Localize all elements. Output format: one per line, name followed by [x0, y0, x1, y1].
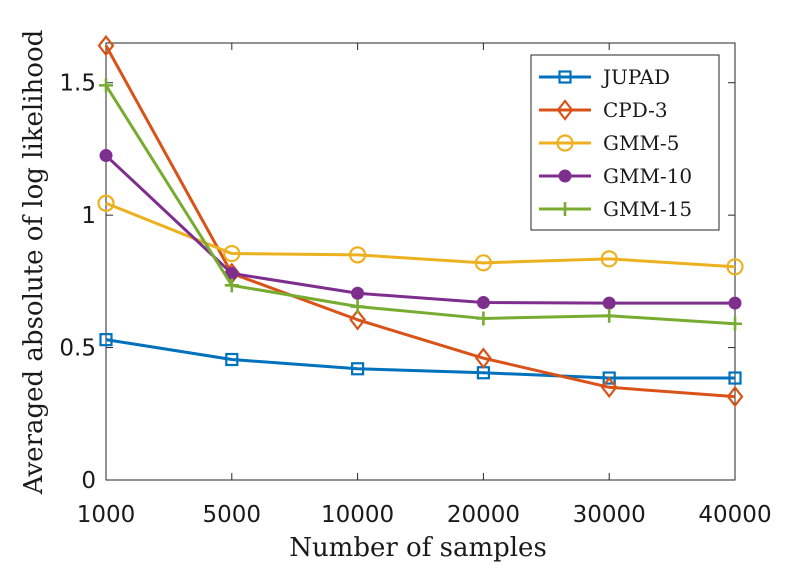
data-point-gmm-15 [99, 78, 113, 93]
data-point-jupad [351, 362, 365, 376]
x-tick-label: 30000 [573, 502, 646, 528]
data-point-cpd-3 [97, 34, 115, 57]
data-point-jupad [602, 371, 616, 385]
data-point-gmm-5 [600, 250, 618, 268]
data-point-gmm-15 [476, 311, 491, 326]
legend-marker-jupad [558, 70, 572, 84]
series-cpd-3 [97, 34, 744, 408]
legend-marker-gmm-15 [558, 202, 572, 216]
series-line-jupad [105, 338, 735, 380]
legend-label-jupad: JUPAD [601, 65, 670, 89]
y-tick-label: 1 [81, 203, 96, 229]
data-point-jupad [728, 371, 742, 385]
data-point-gmm-10 [351, 286, 365, 300]
x-tick-label: 20000 [447, 502, 520, 528]
data-point-gmm-10 [602, 296, 616, 310]
data-point-gmm-10 [476, 296, 490, 310]
data-point-cpd-3 [349, 308, 366, 331]
legend-label-gmm-10: GMM-10 [603, 164, 692, 188]
data-point-cpd-3 [475, 347, 492, 369]
data-point-gmm-15 [602, 308, 617, 323]
data-point-jupad [99, 333, 113, 347]
data-point-gmm-10 [728, 296, 742, 310]
data-point-gmm-15 [728, 316, 742, 331]
data-point-gmm-5 [223, 244, 241, 263]
data-point-gmm-5 [474, 254, 492, 272]
x-axis-label: Number of samples [289, 533, 547, 563]
y-tick-label: 0 [81, 468, 96, 494]
data-point-gmm-15 [224, 278, 239, 293]
series-line-gmm-5 [105, 201, 736, 269]
data-point-cpd-3 [726, 385, 744, 408]
x-tick-label: 40000 [698, 502, 771, 528]
x-tick-label: 1000 [77, 502, 136, 528]
series-line-gmm-15 [104, 84, 736, 326]
series-gmm-5 [97, 194, 744, 276]
legend-marker-gmm-10 [558, 169, 572, 183]
y-axis-label: Averaged absolute of log likelihood [19, 30, 49, 495]
legend-label-gmm-15: GMM-15 [603, 197, 692, 221]
data-point-cpd-3 [600, 376, 618, 399]
x-tick-label: 10000 [321, 502, 394, 528]
data-point-gmm-15 [350, 299, 365, 314]
x-tick-label: 5000 [203, 502, 262, 528]
series-gmm-15 [99, 78, 742, 331]
series-line-cpd-3 [104, 44, 736, 399]
data-point-gmm-5 [97, 194, 115, 212]
y-tick-label: 0.5 [59, 336, 96, 362]
data-point-gmm-5 [726, 258, 744, 276]
legend-label-cpd-3: CPD-3 [603, 98, 668, 122]
data-point-jupad [225, 352, 239, 367]
data-point-gmm-10 [99, 149, 113, 163]
legend-marker-cpd-3 [556, 99, 574, 121]
legend-marker-gmm-5 [556, 134, 574, 152]
legend-label-gmm-5: GMM-5 [603, 131, 679, 155]
y-tick-label: 1.5 [59, 71, 96, 97]
legend: JUPAD CPD-3 GMM-5 GMM-10 GMM-15 [530, 54, 720, 231]
data-point-gmm-5 [349, 246, 367, 264]
